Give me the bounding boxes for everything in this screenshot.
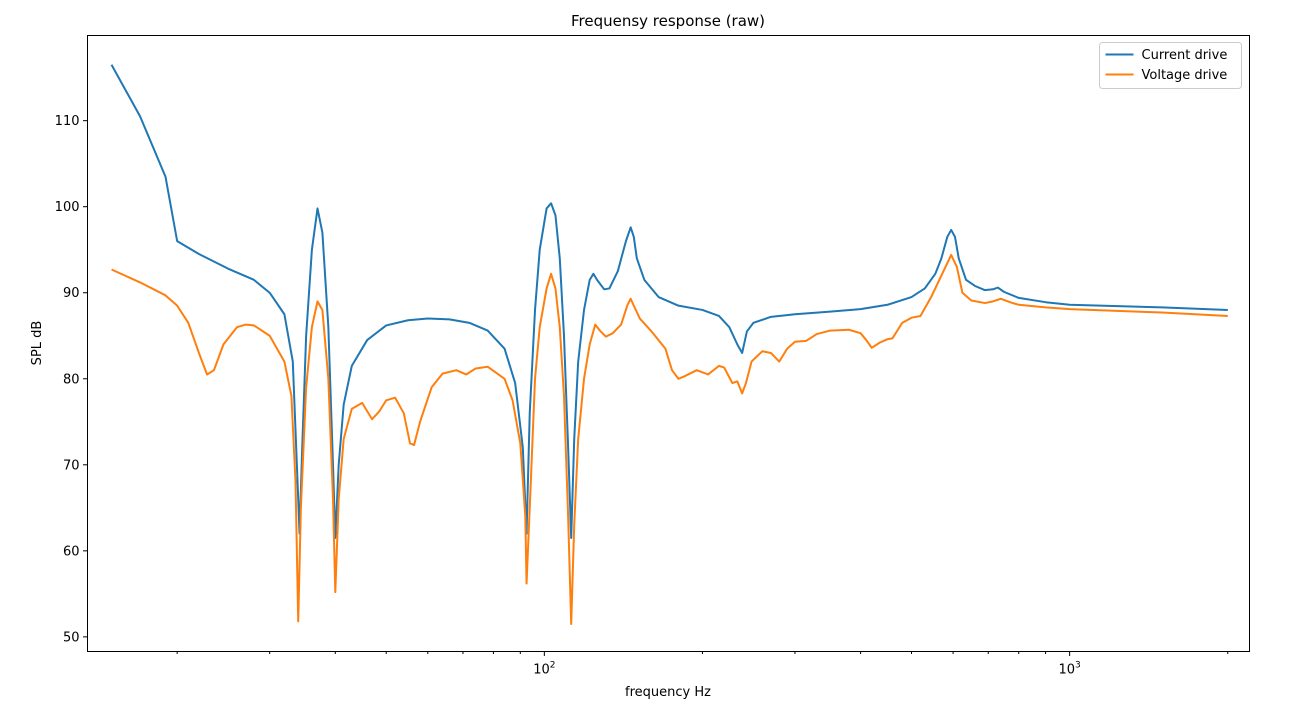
series-layer xyxy=(110,64,1228,625)
x-tick-label: 103 xyxy=(1058,661,1080,678)
y-tick-label: 80 xyxy=(63,372,80,387)
plot-frame xyxy=(87,35,1250,652)
legend-box xyxy=(1099,42,1242,89)
y-tick-label: 50 xyxy=(63,630,80,645)
x-tick-label: 102 xyxy=(533,661,555,678)
y-tick-label: 90 xyxy=(63,286,80,301)
legend: Current drive Voltage drive xyxy=(1099,42,1242,89)
x-axis-label: frequency Hz xyxy=(625,685,711,700)
y-tick-label: 70 xyxy=(63,458,80,473)
series-line-1 xyxy=(110,64,1228,539)
y-tick-label: 60 xyxy=(63,544,80,559)
y-tick-label: 100 xyxy=(55,200,80,215)
chart-title: Frequensy response (raw) xyxy=(571,12,765,30)
series-line-2 xyxy=(111,253,1228,625)
y-axis-label: SPL dB xyxy=(30,321,45,366)
legend-label: Voltage drive xyxy=(1142,68,1228,83)
y-tick-label: 110 xyxy=(55,114,80,129)
x-axis-ticks: 102 103 xyxy=(176,651,1229,678)
legend-label: Current drive xyxy=(1142,48,1228,63)
y-axis-ticks: 50 60 70 80 90 100 110 xyxy=(55,114,88,645)
